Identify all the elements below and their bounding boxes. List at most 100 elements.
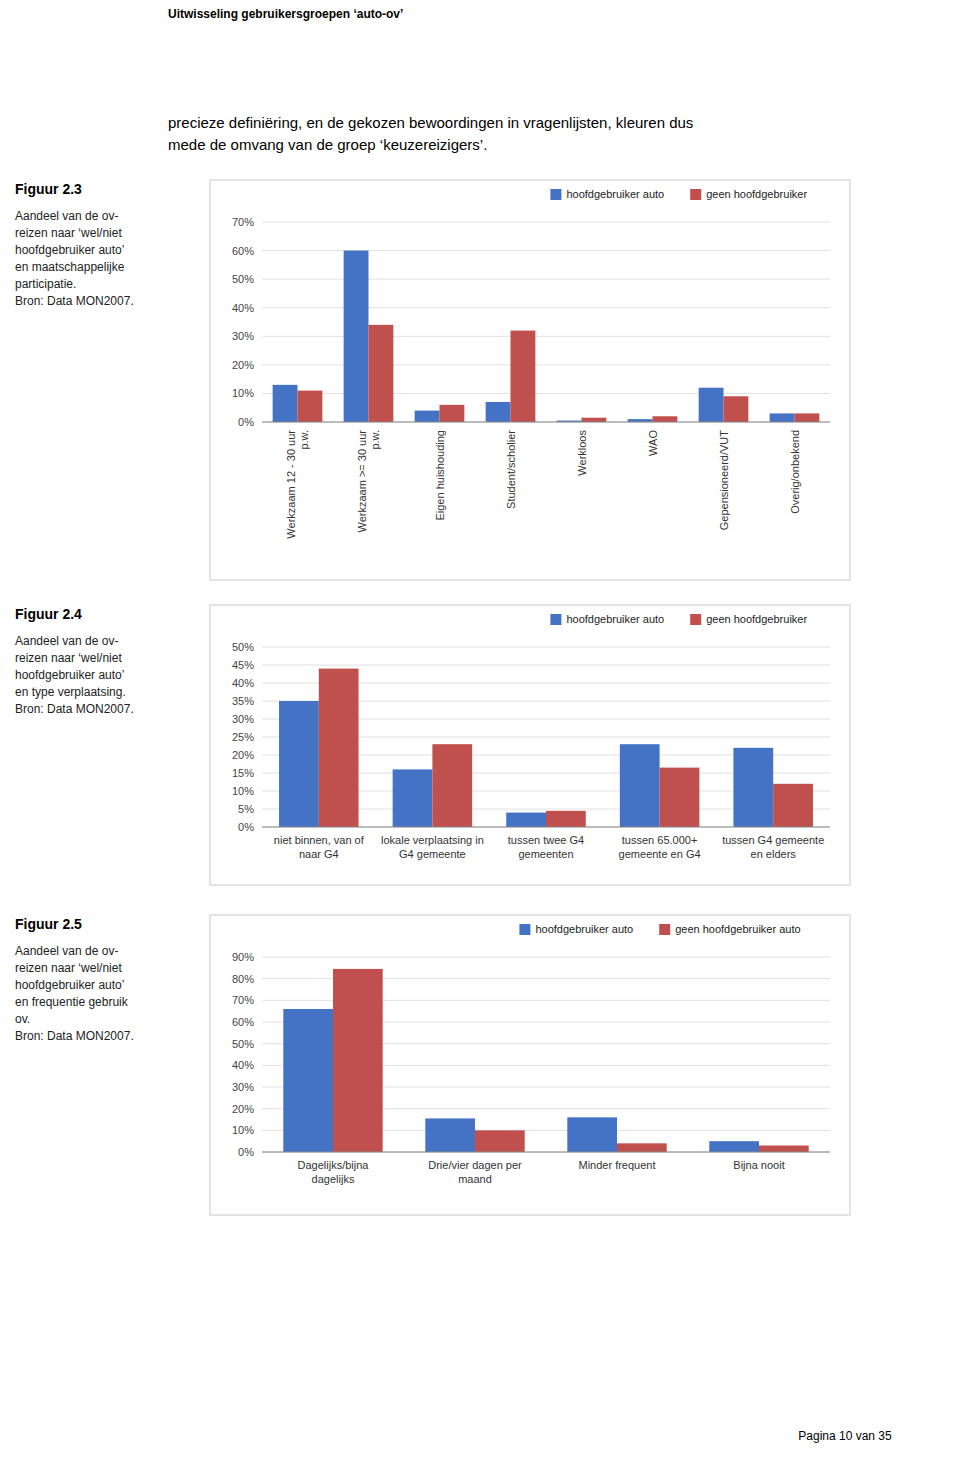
bar bbox=[511, 331, 536, 422]
x-axis-line bbox=[262, 1152, 830, 1153]
bars bbox=[283, 969, 808, 1152]
x-tick-label: niet binnen, van ofnaar G4 bbox=[274, 834, 365, 860]
bar bbox=[653, 416, 678, 422]
text-line: Bron: Data MON2007. bbox=[15, 1029, 134, 1043]
bar bbox=[773, 784, 813, 827]
text-line: Minder frequent bbox=[578, 1159, 655, 1171]
text-line: gemeente en G4 bbox=[619, 848, 701, 860]
x-tick-label: tussen 65.000+ gemeente en G4 bbox=[619, 834, 701, 860]
bar bbox=[283, 1009, 333, 1152]
bar bbox=[567, 1117, 617, 1152]
bar bbox=[506, 813, 546, 827]
text-line: mede de omvang van de groep ‘keuzereizig… bbox=[168, 136, 487, 153]
text-line: Eigen huishouding bbox=[434, 430, 446, 521]
grid-line bbox=[262, 957, 830, 958]
text-line: WAO bbox=[647, 430, 659, 456]
x-tick-label: lokale verplaatsing in G4 gemeente bbox=[381, 834, 484, 860]
text-line: Aandeel van de ov- bbox=[15, 944, 118, 958]
y-tick-label: 70% bbox=[232, 994, 254, 1006]
x-tick-label: WAO bbox=[647, 430, 659, 456]
bars bbox=[273, 251, 820, 422]
y-tick-label: 10% bbox=[232, 387, 254, 399]
chart-frame bbox=[210, 605, 850, 885]
bar bbox=[699, 388, 724, 422]
text-line: Figuur 2.4 bbox=[15, 606, 82, 622]
y-tick-label: 40% bbox=[232, 302, 254, 314]
grid-line bbox=[262, 422, 830, 423]
text-line: Dagelijks/bijna bbox=[298, 1159, 370, 1171]
bar bbox=[582, 418, 607, 422]
text-line: Drie/vier dagen per bbox=[428, 1159, 522, 1171]
y-tick-label: 25% bbox=[232, 731, 254, 743]
text-line: Werkzaam 12 - 30 uur bbox=[285, 430, 297, 539]
chart-title: Figuur 2.3 bbox=[15, 181, 82, 197]
x-axis-line bbox=[262, 422, 830, 423]
x-tick-label: Bijna nooit bbox=[733, 1159, 784, 1171]
text-line: en frequentie gebruik bbox=[15, 995, 129, 1009]
y-tick-label: 50% bbox=[232, 641, 254, 653]
chart: Figuur 2.4Aandeel van de ov-reizen naar … bbox=[15, 605, 850, 885]
y-tick-label: 45% bbox=[232, 659, 254, 671]
legend-label: geen hoofdgebruiker auto bbox=[675, 923, 800, 935]
bar bbox=[660, 768, 700, 827]
legend: hoofdgebruiker autogeen hoofdgebruiker bbox=[550, 188, 807, 200]
text-line: en elders bbox=[751, 848, 797, 860]
text-line: lokale verplaatsing in bbox=[381, 834, 484, 846]
bar bbox=[279, 701, 319, 827]
y-tick-label: 90% bbox=[232, 951, 254, 963]
y-tick-label: 30% bbox=[232, 713, 254, 725]
x-tick-label: Werkzaam 12 - 30 uurp.w. bbox=[285, 430, 310, 539]
bar bbox=[759, 1146, 809, 1153]
text-line: hoofdgebruiker auto’ bbox=[15, 668, 124, 682]
bar bbox=[475, 1130, 525, 1152]
text-line: p.w. bbox=[298, 430, 310, 450]
intro-text: precieze definiëring, en de gekozen bewo… bbox=[168, 114, 693, 153]
bar bbox=[620, 744, 660, 827]
chart: Figuur 2.5Aandeel van de ov-reizen naar … bbox=[15, 915, 850, 1215]
text-line: Bron: Data MON2007. bbox=[15, 294, 134, 308]
legend-label: hoofdgebruiker auto bbox=[535, 923, 633, 935]
x-tick-label: tussen twee G4gemeenten bbox=[508, 834, 584, 860]
grid-line bbox=[262, 222, 830, 223]
y-tick-label: 30% bbox=[232, 1081, 254, 1093]
bar bbox=[333, 969, 383, 1152]
text-line: Uitwisseling gebruikersgroepen ‘auto-ov’ bbox=[168, 7, 403, 21]
legend: hoofdgebruiker autogeen hoofdgebruiker bbox=[550, 613, 807, 625]
text-line: tussen G4 gemeente bbox=[722, 834, 824, 846]
x-tick-label: Minder frequent bbox=[578, 1159, 655, 1171]
x-tick-label: Dagelijks/bijna dagelijks bbox=[298, 1159, 370, 1185]
text-line: reizen naar ‘wel/niet bbox=[15, 226, 122, 240]
bar bbox=[369, 325, 394, 422]
y-tick-label: 30% bbox=[232, 330, 254, 342]
text-line: en maatschappelijke bbox=[15, 260, 125, 274]
text-line: en type verplaatsing. bbox=[15, 685, 126, 699]
y-tick-label: 35% bbox=[232, 695, 254, 707]
chart: Figuur 2.3Aandeel van de ov-reizen naar … bbox=[15, 180, 850, 580]
bar bbox=[415, 411, 440, 422]
chart-title: Figuur 2.5 bbox=[15, 916, 82, 932]
y-tick-label: 20% bbox=[232, 359, 254, 371]
x-tick-label: Gepensioneerd/VUT bbox=[718, 430, 730, 531]
legend-label: geen hoofdgebruiker bbox=[706, 613, 807, 625]
x-axis-line bbox=[262, 827, 830, 828]
chart-frame bbox=[210, 180, 850, 580]
text-line: G4 gemeente bbox=[399, 848, 466, 860]
text-line: p.w. bbox=[369, 430, 381, 450]
chart-title: Figuur 2.4 bbox=[15, 606, 82, 622]
grid-line bbox=[262, 665, 830, 666]
y-tick-label: 60% bbox=[232, 245, 254, 257]
text-line: dagelijks bbox=[312, 1173, 355, 1185]
y-tick-label: 20% bbox=[232, 1103, 254, 1115]
text-line: Werkzaam >= 30 uur bbox=[356, 430, 368, 533]
y-tick-label: 80% bbox=[232, 973, 254, 985]
footer: Pagina 10 van 35 bbox=[798, 1429, 892, 1443]
text-line: precieze definiëring, en de gekozen bewo… bbox=[168, 114, 693, 131]
bar bbox=[486, 402, 511, 422]
text-line: Bron: Data MON2007. bbox=[15, 702, 134, 716]
y-tick-label: 50% bbox=[232, 273, 254, 285]
chart-frame bbox=[210, 915, 850, 1215]
legend-swatch bbox=[550, 614, 561, 625]
text-line: tussen 65.000+ bbox=[622, 834, 698, 846]
text-line: ov. bbox=[15, 1012, 30, 1026]
x-tick-label: Werkzaam >= 30 uurp.w. bbox=[356, 430, 381, 533]
